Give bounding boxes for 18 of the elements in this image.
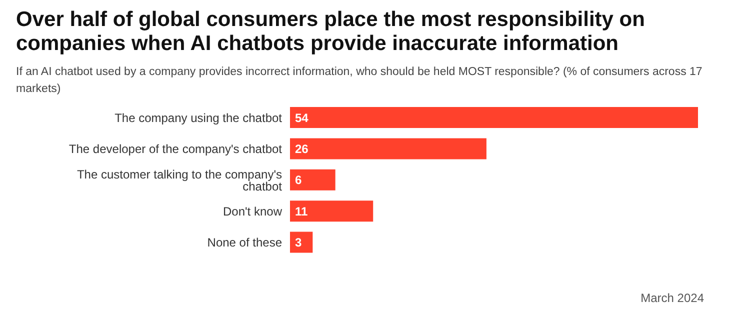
chart-title: Over half of global consumers place the most responsibility on companies when AI chatbots provide inaccurate information — [16, 8, 646, 56]
bar — [290, 200, 374, 222]
y-tick-label: The company using the chatbot — [114, 110, 283, 125]
data-label: 3 — [295, 236, 302, 250]
bar — [290, 138, 486, 160]
chart-subtitle: If an AI chatbot used by a company provides incorrect information, who should be held MOST responsible? (% of consumers across 17 markets) — [16, 65, 704, 97]
data-label: 26 — [295, 142, 309, 156]
y-tick-label: The customer talking to the company's chatbot — [76, 167, 283, 194]
data-label: 11 — [295, 204, 308, 218]
bar — [290, 106, 698, 128]
bar — [290, 232, 313, 253]
data-label: 6 — [295, 173, 302, 188]
y-tick-label: Don't know — [223, 204, 282, 218]
y-tick-label: None of these — [207, 236, 282, 250]
bar — [290, 169, 336, 190]
y-tick-label: The developer of the company's chatbot — [68, 142, 283, 156]
text: March 2024 — [640, 291, 704, 305]
data-label: 54 — [295, 110, 309, 125]
